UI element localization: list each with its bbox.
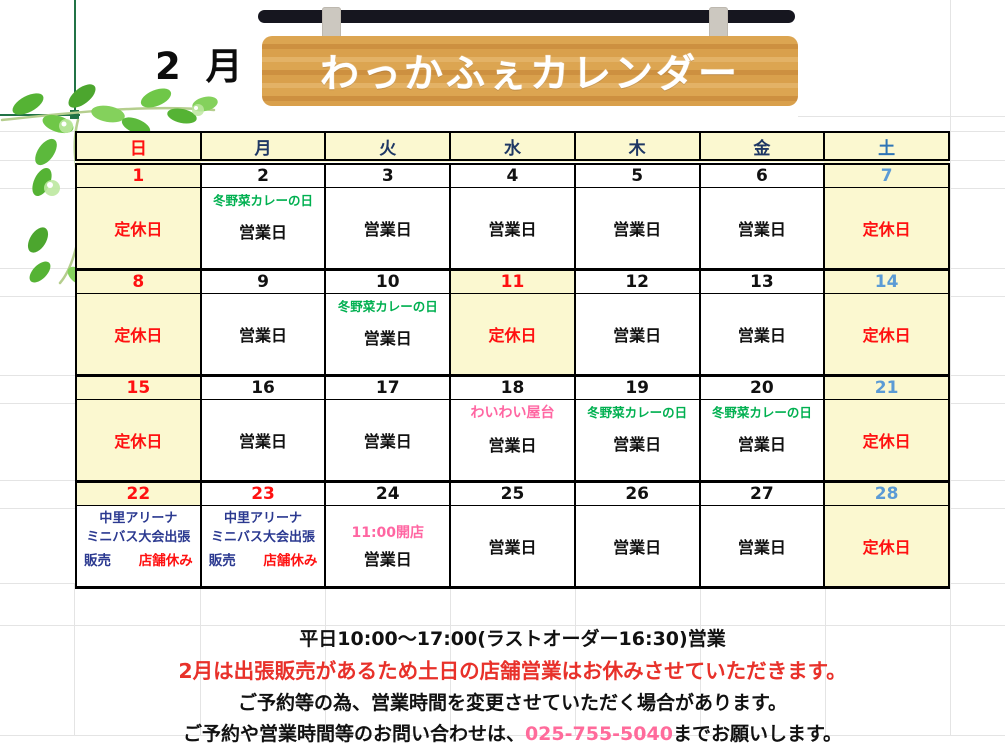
notice-changes: ご予約等の為、営業時間を変更させていただく場合があります。 bbox=[237, 692, 788, 714]
week1-status-row: 定休日 冬野菜カレーの日 営業日 営業日 営業日 営業日 営業日 定休日 bbox=[75, 187, 950, 271]
freeze-line-vertical bbox=[74, 0, 76, 118]
date-14: 14 bbox=[823, 268, 950, 294]
date-8: 8 bbox=[75, 268, 202, 294]
date-23: 23 bbox=[199, 480, 327, 506]
date-6: 6 bbox=[698, 161, 826, 188]
status-19: 冬野菜カレーの日 営業日 bbox=[573, 399, 701, 483]
header-monday: 月 bbox=[199, 131, 327, 165]
status-27: 営業日 bbox=[698, 505, 826, 589]
week2-status-row: 定休日 営業日 冬野菜カレーの日 営業日 定休日 営業日 営業日 定休日 bbox=[75, 293, 950, 377]
status-24: 11:00開店 営業日 bbox=[324, 505, 452, 589]
status-15: 定休日 bbox=[75, 399, 202, 483]
date-9: 9 bbox=[199, 268, 327, 294]
header-tuesday: 火 bbox=[324, 131, 452, 165]
freeze-handle bbox=[70, 110, 79, 119]
notice-closed: 2月は出張販売があるため土日の店舗営業はお休みさせていただきます。 bbox=[178, 659, 847, 683]
status-26: 営業日 bbox=[573, 505, 701, 589]
month-label: 2 月 bbox=[155, 45, 249, 88]
week1-date-row: 1 2 3 4 5 6 7 bbox=[75, 161, 950, 188]
status-6: 営業日 bbox=[698, 187, 826, 271]
status-9: 営業日 bbox=[199, 293, 327, 377]
date-19: 19 bbox=[573, 374, 701, 400]
status-16: 営業日 bbox=[199, 399, 327, 483]
date-24: 24 bbox=[324, 480, 452, 506]
date-15: 15 bbox=[75, 374, 202, 400]
date-21: 21 bbox=[823, 374, 950, 400]
header-saturday: 土 bbox=[823, 131, 950, 165]
status-22: 中里アリーナ ミニバス大会出張 販売 店舗休み bbox=[75, 505, 202, 589]
date-18: 18 bbox=[449, 374, 576, 400]
status-2: 冬野菜カレーの日 営業日 bbox=[199, 187, 327, 271]
date-17: 17 bbox=[324, 374, 452, 400]
date-26: 26 bbox=[573, 480, 701, 506]
sign-clip-right bbox=[709, 7, 728, 42]
freeze-line-horizontal bbox=[0, 114, 80, 116]
status-10: 冬野菜カレーの日 営業日 bbox=[324, 293, 452, 377]
status-7: 定休日 bbox=[823, 187, 950, 271]
status-5: 営業日 bbox=[573, 187, 701, 271]
header-sunday: 日 bbox=[75, 131, 202, 165]
date-13: 13 bbox=[698, 268, 826, 294]
status-23: 中里アリーナ ミニバス大会出張 販売 店舗休み bbox=[199, 505, 327, 589]
notice-contact: ご予約や営業時間等のお問い合わせは、025-755-5040までお願いします。 bbox=[182, 723, 843, 745]
week3-date-row: 15 16 17 18 19 20 21 bbox=[75, 374, 950, 400]
status-21: 定休日 bbox=[823, 399, 950, 483]
date-22: 22 bbox=[75, 480, 202, 506]
date-11: 11 bbox=[449, 268, 576, 294]
page-title: わっかふぇカレンダー bbox=[319, 52, 740, 97]
status-20: 冬野菜カレーの日 営業日 bbox=[698, 399, 826, 483]
status-14: 定休日 bbox=[823, 293, 950, 377]
status-8: 定休日 bbox=[75, 293, 202, 377]
date-5: 5 bbox=[573, 161, 701, 188]
status-11: 定休日 bbox=[449, 293, 576, 377]
date-12: 12 bbox=[573, 268, 701, 294]
date-7: 7 bbox=[823, 161, 950, 188]
status-4: 営業日 bbox=[449, 187, 576, 271]
date-28: 28 bbox=[823, 480, 950, 506]
week2-date-row: 8 9 10 11 12 13 14 bbox=[75, 268, 950, 294]
week4-date-row: 22 23 24 25 26 27 28 bbox=[75, 480, 950, 506]
date-20: 20 bbox=[698, 374, 826, 400]
sign-clip-left bbox=[322, 7, 341, 42]
status-12: 営業日 bbox=[573, 293, 701, 377]
week3-status-row: 定休日 営業日 営業日 わいわい屋台 営業日 冬野菜カレーの日 営業日 冬野菜カレー… bbox=[75, 399, 950, 483]
date-2: 2 bbox=[199, 161, 327, 188]
status-25: 営業日 bbox=[449, 505, 576, 589]
notice-hours: 平日10:00～17:00(ラストオーダー16:30)営業 bbox=[299, 628, 726, 650]
status-3: 営業日 bbox=[324, 187, 452, 271]
header-wednesday: 水 bbox=[449, 131, 576, 165]
status-18: わいわい屋台 営業日 bbox=[449, 399, 576, 483]
header-friday: 金 bbox=[698, 131, 826, 165]
date-27: 27 bbox=[698, 480, 826, 506]
notice: 平日10:00～17:00(ラストオーダー16:30)営業 2月は出張販売がある… bbox=[75, 624, 950, 746]
phone-number: 025-755-5040 bbox=[524, 723, 673, 745]
date-1: 1 bbox=[75, 161, 202, 188]
date-4: 4 bbox=[449, 161, 576, 188]
header-thursday: 木 bbox=[573, 131, 701, 165]
day-header-row: 日 月 火 水 木 金 土 bbox=[75, 131, 950, 165]
status-13: 営業日 bbox=[698, 293, 826, 377]
calendar-table: 日 月 火 水 木 金 土 1 2 3 4 5 6 7 定休日 冬野菜カレーの日… bbox=[75, 131, 950, 589]
date-25: 25 bbox=[449, 480, 576, 506]
date-16: 16 bbox=[199, 374, 327, 400]
status-28: 定休日 bbox=[823, 505, 950, 589]
status-17: 営業日 bbox=[324, 399, 452, 483]
status-1: 定休日 bbox=[75, 187, 202, 271]
week4-status-row: 中里アリーナ ミニバス大会出張 販売 店舗休み 中里アリーナ ミニバス大会出張 販… bbox=[75, 505, 950, 589]
date-3: 3 bbox=[324, 161, 452, 188]
sign-board: わっかふぇカレンダー bbox=[262, 36, 798, 106]
date-10: 10 bbox=[324, 268, 452, 294]
sign-rod bbox=[258, 10, 795, 23]
